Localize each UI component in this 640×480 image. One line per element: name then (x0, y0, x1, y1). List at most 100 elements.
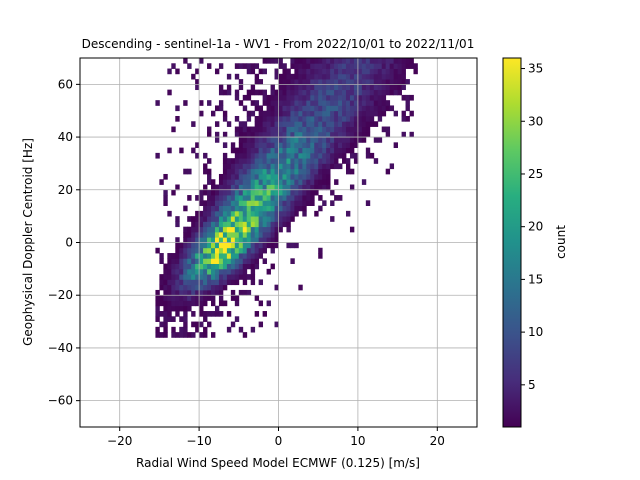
heatmap-cell (286, 89, 291, 96)
heatmap-cell (373, 121, 379, 127)
heatmap-cell (385, 73, 391, 80)
heatmap-cell (246, 263, 252, 270)
heatmap-cell (230, 279, 236, 286)
heatmap-cell (254, 200, 260, 206)
heatmap-cell (171, 63, 176, 69)
heatmap-cell (405, 58, 410, 64)
heatmap-cell (254, 226, 260, 233)
heatmap-cell (270, 121, 275, 127)
heatmap-cell (242, 158, 248, 164)
heatmap-cell (163, 311, 168, 317)
heatmap-cell (266, 115, 271, 122)
heatmap-cell (326, 105, 331, 112)
heatmap-cell (361, 105, 367, 112)
heatmap-cell (258, 142, 264, 149)
heatmap-cell (342, 110, 347, 117)
heatmap-cell (369, 115, 375, 122)
heatmap-cell (238, 147, 244, 154)
heatmap-cell (234, 179, 240, 185)
heatmap-cell (274, 115, 279, 122)
heatmap-cell (159, 295, 164, 301)
heatmap-cell (250, 200, 256, 206)
heatmap-cell (242, 247, 248, 254)
heatmap-cell (230, 210, 236, 217)
heatmap-cell (199, 253, 204, 259)
heatmap-cell (226, 173, 232, 180)
heatmap-cell (306, 84, 311, 91)
heatmap-cell (373, 79, 379, 85)
heatmap-cell (326, 100, 331, 106)
heatmap-cell (274, 168, 279, 175)
heatmap-cell (353, 110, 359, 117)
heatmap-cell (314, 89, 319, 96)
heatmap-cell (250, 237, 256, 243)
heatmap-cell (187, 226, 192, 233)
heatmap-cell (254, 205, 260, 212)
heatmap-cell (278, 94, 283, 101)
heatmap-cell (270, 173, 275, 180)
heatmap-cell (226, 200, 232, 206)
heatmap-cell (274, 121, 279, 127)
heatmap-cell (298, 142, 303, 149)
heatmap-cell (298, 89, 303, 96)
heatmap-cell (230, 295, 236, 301)
heatmap-cell (377, 137, 383, 143)
heatmap-cell (214, 221, 220, 228)
heatmap-cell (274, 242, 279, 249)
heatmap-cell (282, 142, 287, 149)
heatmap-cell (322, 147, 327, 154)
heatmap-cell (322, 173, 327, 180)
heatmap-cell (179, 147, 184, 154)
heatmap-cell (214, 305, 220, 312)
heatmap-cell (183, 253, 188, 259)
heatmap-cell (258, 121, 264, 127)
heatmap-cell (298, 168, 303, 175)
heatmap-cell (226, 226, 232, 233)
heatmap-cell (338, 163, 343, 170)
heatmap-cell (334, 105, 339, 112)
heatmap-cell (338, 142, 343, 149)
heatmap-cell (302, 210, 307, 217)
heatmap-cell (226, 311, 232, 317)
heatmap-cell (334, 79, 339, 85)
heatmap-cell (246, 289, 252, 296)
heatmap-cell (262, 242, 267, 249)
heatmap-cell (342, 79, 347, 85)
heatmap-cell (163, 316, 168, 322)
heatmap-cell (214, 137, 220, 143)
heatmap-cell (302, 100, 307, 106)
heatmap-cell (310, 147, 315, 154)
heatmap-cell (211, 216, 216, 222)
heatmap-cell (254, 121, 260, 127)
heatmap-cell (254, 131, 260, 138)
heatmap-cell (254, 210, 260, 217)
heatmap-cell (298, 189, 303, 196)
heatmap-cell (258, 105, 264, 112)
heatmap-cell (179, 284, 184, 291)
heatmap-cell (218, 200, 224, 206)
heatmap-cell (381, 58, 387, 64)
heatmap-cell (357, 126, 363, 133)
heatmap-cell (250, 247, 256, 254)
heatmap-cell (369, 105, 375, 112)
heatmap-cell (203, 253, 208, 259)
heatmap-cell (262, 258, 267, 264)
heatmap-cell (278, 110, 283, 117)
heatmap-cell (163, 274, 168, 280)
heatmap-cell (274, 321, 279, 328)
heatmap-cell (353, 115, 359, 122)
heatmap-cell (238, 210, 244, 217)
heatmap-cell (322, 89, 327, 96)
heatmap-cell (199, 189, 204, 196)
heatmap-cell (195, 268, 200, 275)
heatmap-cell (282, 115, 287, 122)
heatmap-cell (238, 163, 244, 170)
heatmap-cell (274, 126, 279, 133)
heatmap-cell (342, 94, 347, 101)
heatmap-cell (282, 200, 287, 206)
heatmap-cell (214, 268, 220, 275)
heatmap-cell (183, 268, 188, 275)
heatmap-cell (365, 100, 371, 106)
heatmap-cell (326, 137, 331, 143)
heatmap-cell (310, 73, 315, 80)
